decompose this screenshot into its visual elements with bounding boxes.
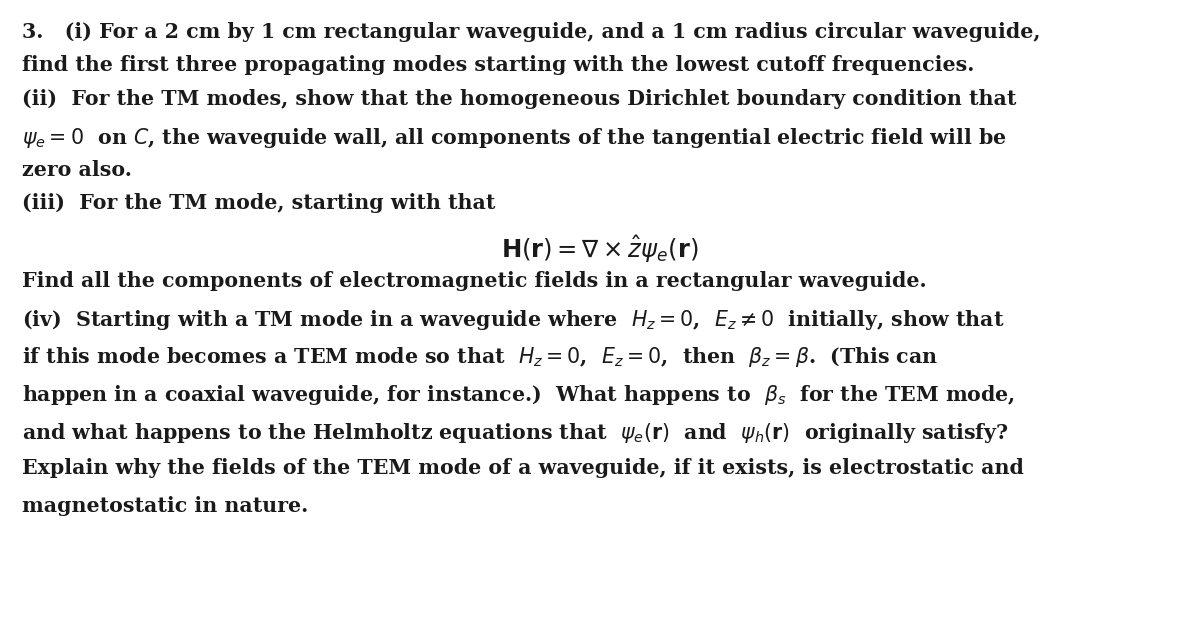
Text: 3.   (i) For a 2 cm by 1 cm rectangular waveguide, and a 1 cm radius circular wa: 3. (i) For a 2 cm by 1 cm rectangular wa… [22,22,1040,42]
Text: magnetostatic in nature.: magnetostatic in nature. [22,496,308,516]
Text: (iv)  Starting with a TM mode in a waveguide where  $H_z = 0$,  $E_z \neq 0$  in: (iv) Starting with a TM mode in a wavegu… [22,308,1004,332]
Text: Explain why the fields of the TEM mode of a waveguide, if it exists, is electros: Explain why the fields of the TEM mode o… [22,458,1024,479]
Text: $\psi_e = 0$  on $C$, the waveguide wall, all components of the tangential elect: $\psi_e = 0$ on $C$, the waveguide wall,… [22,126,1006,149]
Text: $\mathbf{H}(\mathbf{r}) = \nabla \times \hat{z}\psi_e(\mathbf{r})$: $\mathbf{H}(\mathbf{r}) = \nabla \times … [502,234,698,265]
Text: Find all the components of electromagnetic fields in a rectangular waveguide.: Find all the components of electromagnet… [22,271,926,291]
Text: and what happens to the Helmholtz equations that  $\psi_e(\mathbf{r})$  and  $\p: and what happens to the Helmholtz equati… [22,421,1008,445]
Text: if this mode becomes a TEM mode so that  $H_z = 0$,  $E_z = 0$,  then  $\beta_z : if this mode becomes a TEM mode so that … [22,345,937,369]
Text: find the first three propagating modes starting with the lowest cutoff frequenci: find the first three propagating modes s… [22,55,974,75]
Text: (ii)  For the TM modes, show that the homogeneous Dirichlet boundary condition t: (ii) For the TM modes, show that the hom… [22,89,1016,109]
Text: zero also.: zero also. [22,160,132,180]
Text: (iii)  For the TM mode, starting with that: (iii) For the TM mode, starting with tha… [22,193,494,214]
Text: happen in a coaxial waveguide, for instance.)  What happens to  $\beta_s$  for t: happen in a coaxial waveguide, for insta… [22,383,1015,407]
